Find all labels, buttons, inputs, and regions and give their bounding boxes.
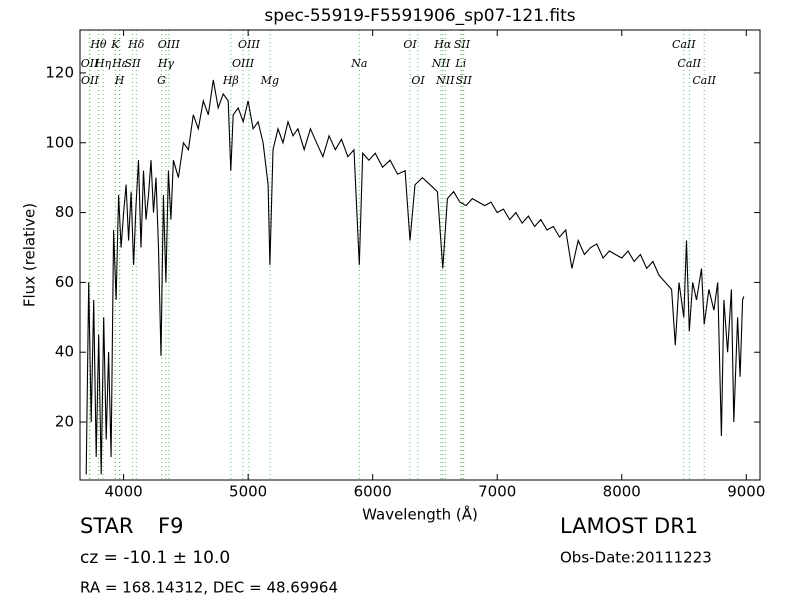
y-tick-label: 40	[55, 343, 74, 361]
spectral-line-label: OI	[403, 38, 417, 51]
spectral-line-label: SII	[456, 74, 473, 87]
survey: LAMOST DR1	[560, 514, 698, 538]
spectral-line-label: Na	[350, 57, 367, 70]
redshift: cz = -10.1 ± 10.0	[80, 548, 230, 568]
spectral-line-label: SII	[454, 38, 471, 51]
spectral-line-label: Li	[454, 57, 466, 70]
spectral-line-label: Hγ	[157, 57, 175, 70]
spectral-line-label: NII	[431, 57, 451, 70]
plot-frame	[79, 29, 761, 481]
x-tick-label: 7000	[478, 483, 516, 501]
spectral-line-label: OI	[411, 74, 425, 87]
spectral-line-label: CaII	[692, 74, 716, 87]
y-tick-label: 80	[55, 203, 74, 221]
object-class: STAR	[80, 514, 133, 538]
chart-title: spec-55919-F5591906_sp07-121.fits	[264, 6, 575, 26]
spectral-line-label: Hδ	[127, 38, 145, 51]
spectral-line-label: Hθ	[89, 38, 107, 51]
spectral-line-label: K	[110, 38, 120, 51]
spectral-line-label: Hε	[111, 57, 128, 70]
spectral-line-label: CaII	[672, 38, 696, 51]
x-axis-label: Wavelength (Å)	[362, 505, 478, 524]
spectral-line-label: SII	[124, 57, 141, 70]
spectral-line-label: OII	[81, 57, 99, 70]
coordinates: RA = 168.14312, DEC = 48.69964	[80, 579, 338, 597]
spectral-line-label: OII	[81, 74, 99, 87]
spectral-line-label: OIII	[238, 38, 261, 51]
object-subclass: F9	[158, 514, 183, 538]
x-tick-label: 9000	[727, 483, 765, 501]
spectral-line-label: OIII	[158, 38, 181, 51]
y-tick-label: 20	[55, 413, 74, 431]
spectral-line-label: Mg	[260, 74, 279, 87]
spectral-line-label: Hβ	[222, 74, 239, 87]
spectral-line-label: Hα	[433, 38, 452, 51]
obs-date: Obs-Date:20111223	[560, 549, 712, 567]
y-tick-label: 120	[45, 63, 74, 81]
spectrum-line	[85, 79, 745, 475]
spectral-line-label: CaII	[677, 57, 701, 70]
x-tick-label: 6000	[354, 483, 392, 501]
y-tick-label: 100	[45, 133, 74, 151]
spectral-line-label: Hη	[94, 57, 112, 70]
spectral-line-label: H	[114, 74, 125, 87]
spectral-line-label: G	[157, 74, 166, 87]
x-tick-label: 5000	[229, 483, 267, 501]
y-axis-label: Flux (relative)	[21, 203, 39, 307]
spectral-line-label: OIII	[232, 57, 255, 70]
x-tick-label: 8000	[603, 483, 641, 501]
spectral-line-label: NII	[435, 74, 455, 87]
y-tick-label: 60	[55, 273, 74, 291]
x-tick-label: 4000	[104, 483, 142, 501]
